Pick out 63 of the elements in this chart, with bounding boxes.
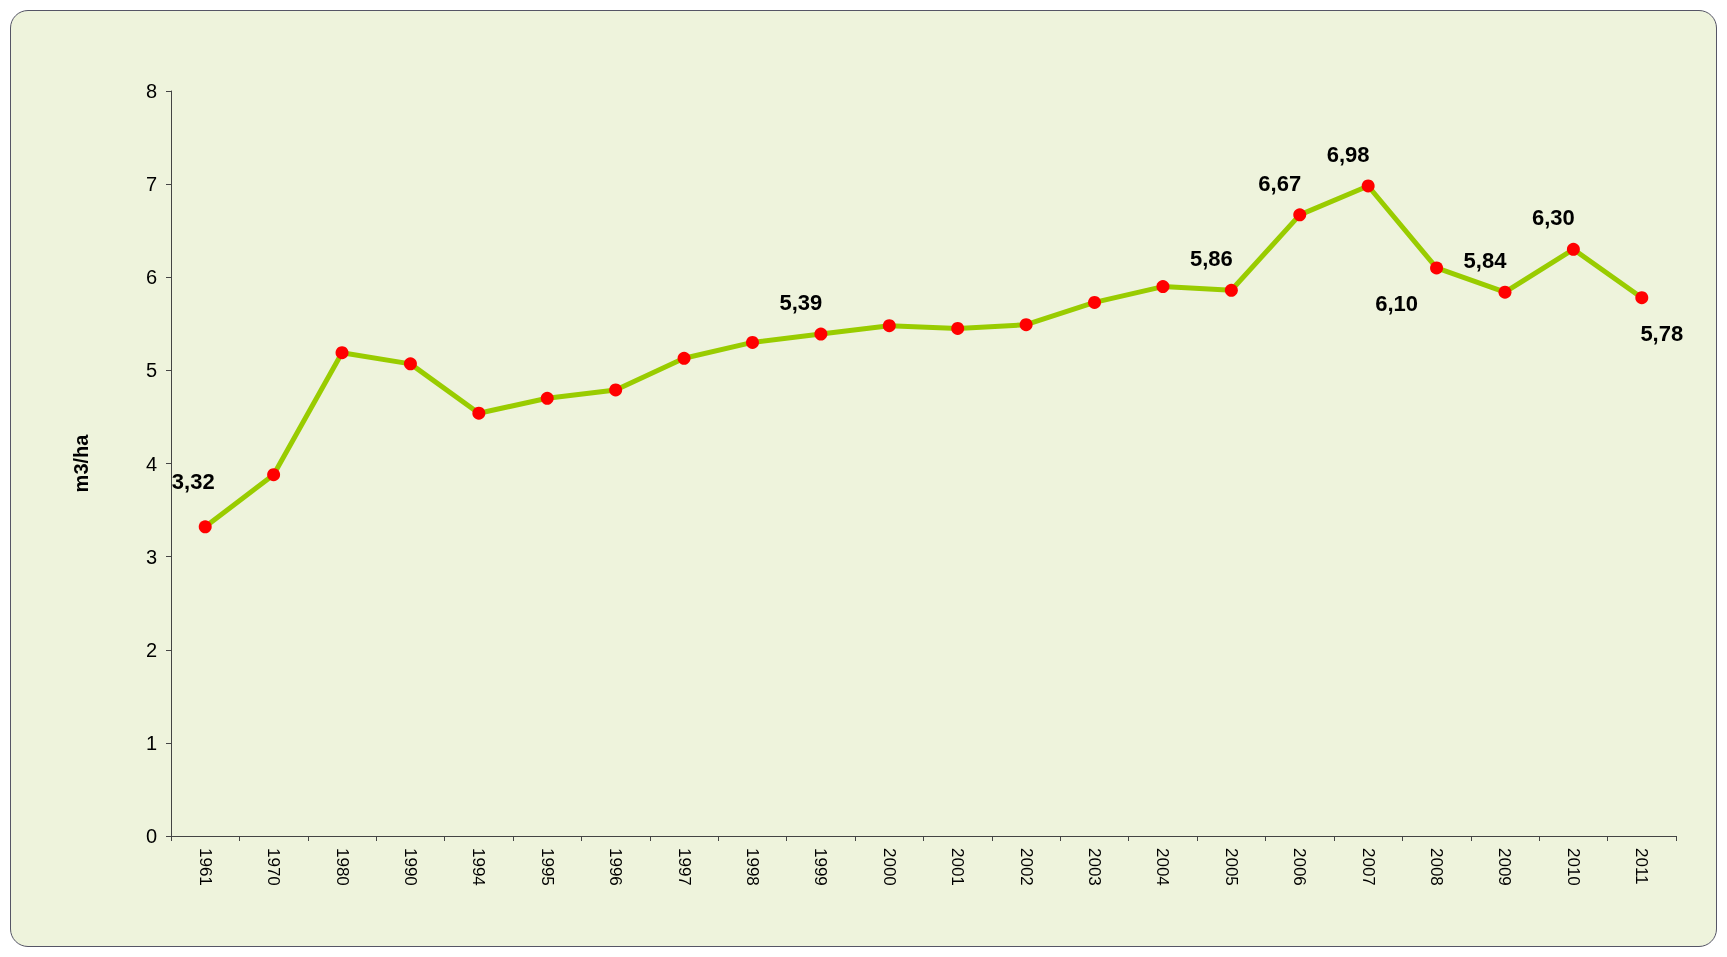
point xyxy=(540,391,554,405)
x-tick-label: 1997 xyxy=(674,848,694,886)
y-tick-label: 5 xyxy=(145,359,157,382)
point xyxy=(1361,179,1375,193)
x-tick-label: 2004 xyxy=(1153,848,1173,886)
data-label: 5,86 xyxy=(1189,246,1233,272)
y-tick-label: 6 xyxy=(145,266,157,289)
point xyxy=(1019,318,1033,332)
point xyxy=(609,383,623,397)
y-tick-label: 3 xyxy=(145,545,157,568)
data-label: 5,84 xyxy=(1463,248,1508,274)
x-tick-label: 2007 xyxy=(1358,848,1378,886)
point xyxy=(1293,208,1307,222)
point xyxy=(198,520,212,534)
y-tick-label: 8 xyxy=(145,80,157,102)
y-tick-label: 2 xyxy=(145,638,157,661)
data-label: 3,32 xyxy=(171,468,215,494)
y-axis-title: m3/ha xyxy=(70,433,92,493)
x-tick-label: 1995 xyxy=(537,848,557,886)
y-tick-label: 0 xyxy=(145,825,157,847)
x-tick-label: 1970 xyxy=(264,848,284,886)
x-tick-label: 2010 xyxy=(1563,848,1583,886)
point xyxy=(1566,242,1580,256)
data-label: 5,39 xyxy=(779,290,823,316)
point xyxy=(1635,291,1649,305)
point xyxy=(335,346,349,360)
y-tick-label: 1 xyxy=(145,731,157,754)
x-tick-label: 2001 xyxy=(948,848,968,886)
x-tick-label: 2011 xyxy=(1632,848,1652,885)
point xyxy=(267,468,281,482)
point xyxy=(745,335,759,349)
x-tick-label: 2000 xyxy=(879,848,899,886)
x-tick-label: 1980 xyxy=(332,848,352,886)
point xyxy=(677,351,691,365)
data-label: 6,67 xyxy=(1258,170,1302,196)
data-label: 6,30 xyxy=(1531,205,1575,231)
point xyxy=(1430,261,1444,275)
x-tick-label: 2005 xyxy=(1221,848,1241,886)
x-tick-label: 2009 xyxy=(1495,848,1515,886)
point xyxy=(1498,285,1512,299)
x-tick-label: 1999 xyxy=(811,848,831,886)
x-tick-label: 1994 xyxy=(469,848,489,886)
y-tick-label: 7 xyxy=(145,173,157,196)
point xyxy=(882,319,896,333)
point xyxy=(403,357,417,371)
data-label: 5,78 xyxy=(1640,320,1684,346)
x-tick-label: 2002 xyxy=(1016,848,1036,886)
x-tick-label: 2008 xyxy=(1427,848,1447,886)
point xyxy=(1156,280,1170,294)
x-tick-label: 1996 xyxy=(606,848,626,886)
point xyxy=(1088,295,1102,309)
x-tick-label: 1990 xyxy=(400,848,420,886)
point xyxy=(1224,283,1238,297)
x-tick-label: 1961 xyxy=(195,848,215,886)
point xyxy=(814,327,828,341)
data-label: 6,98 xyxy=(1326,141,1370,167)
point xyxy=(951,321,965,335)
x-tick-label: 1998 xyxy=(742,848,762,886)
data-label: 6,10 xyxy=(1375,290,1418,316)
x-tick-label: 2003 xyxy=(1085,848,1105,886)
y-tick-label: 4 xyxy=(145,452,157,475)
point xyxy=(472,406,486,420)
x-tick-label: 2006 xyxy=(1290,848,1310,886)
